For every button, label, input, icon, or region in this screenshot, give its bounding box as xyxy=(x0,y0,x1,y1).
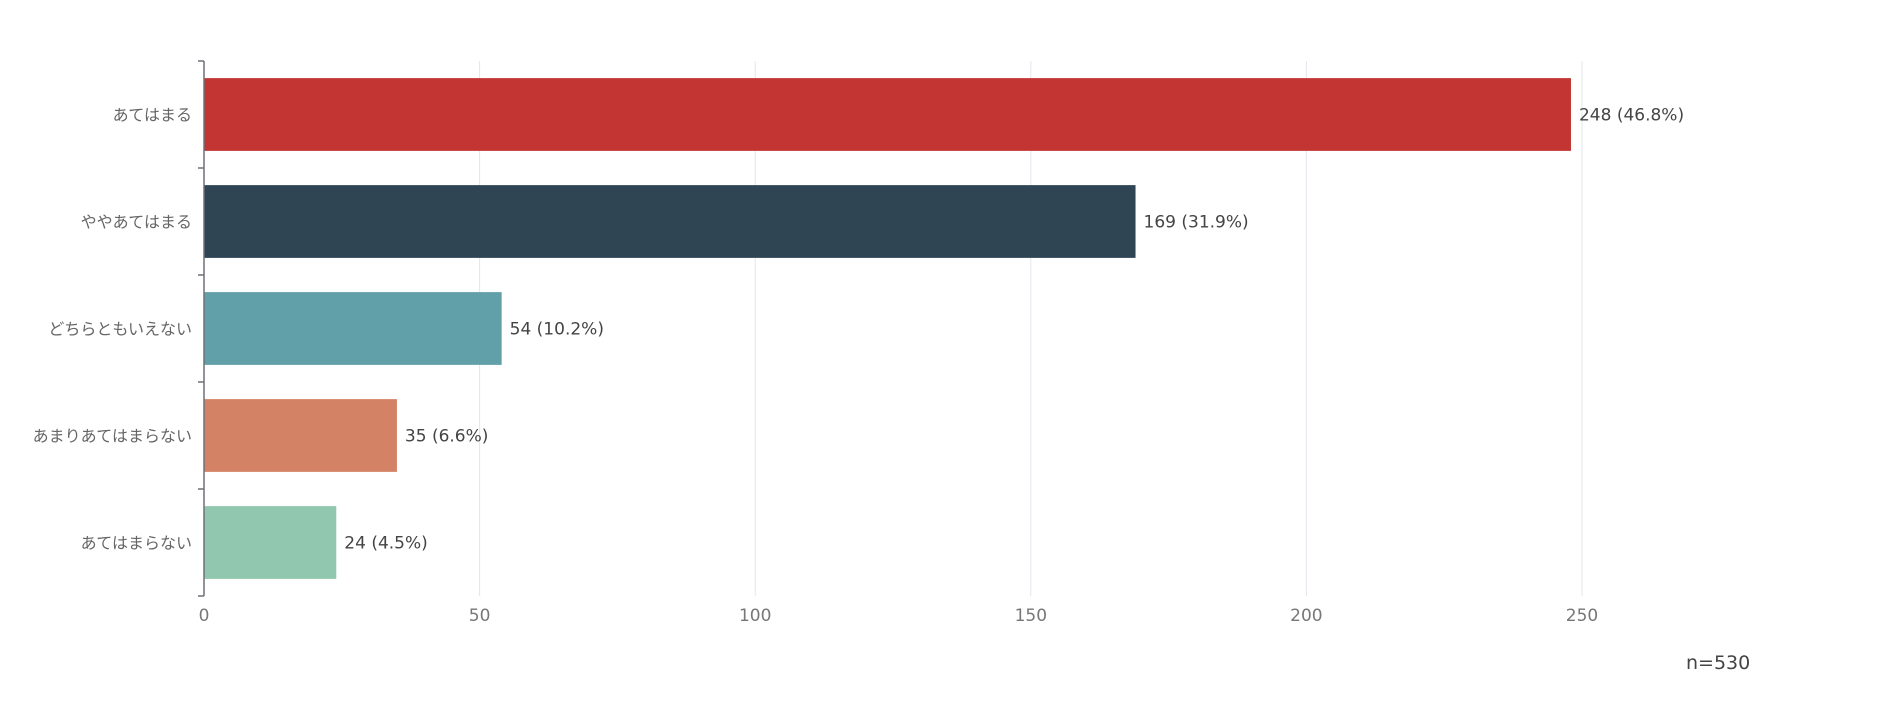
x-tick-label: 250 xyxy=(1566,606,1598,626)
bar xyxy=(204,292,502,365)
value-label: 35 (6.6%) xyxy=(405,427,489,447)
value-label: 54 (10.2%) xyxy=(510,320,604,340)
bar xyxy=(204,506,337,579)
bar xyxy=(204,78,1571,151)
bars xyxy=(204,78,1571,579)
category-label: ややあてはまる xyxy=(81,213,192,232)
x-tick-label: 100 xyxy=(739,606,771,626)
y-axis xyxy=(198,60,205,597)
category-label: どちらともいえない xyxy=(48,320,192,339)
category-label: あてはまらない xyxy=(81,534,192,553)
bar xyxy=(204,185,1136,258)
value-label: 169 (31.9%) xyxy=(1144,213,1249,233)
x-tick-label: 50 xyxy=(469,606,491,626)
x-tick-label: 150 xyxy=(1015,606,1047,626)
sample-size-label: n=530 xyxy=(1686,652,1751,674)
x-tick-label: 200 xyxy=(1290,606,1322,626)
value-label: 24 (4.5%) xyxy=(344,534,428,554)
value-label: 248 (46.8%) xyxy=(1579,106,1684,126)
category-label: あてはまる xyxy=(113,106,192,125)
value-labels: 248 (46.8%) 169 (31.9%) 54 (10.2%) 35 (6.6%… xyxy=(344,106,1684,554)
x-tick-label: 0 xyxy=(199,606,210,626)
x-axis-ticks: 0 50 100 150 200 250 xyxy=(199,606,1599,626)
bar xyxy=(204,399,397,472)
category-label: あまりあてはまらない xyxy=(33,427,192,446)
